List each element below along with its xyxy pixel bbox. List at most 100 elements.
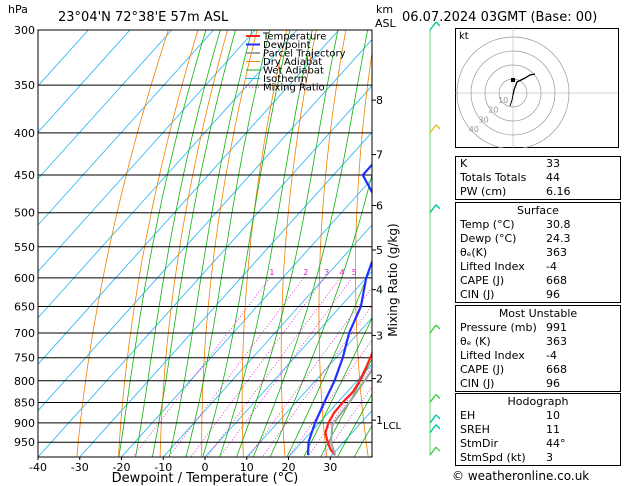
dry-adiabat-line [76,30,169,457]
legend-entry: Dry Adiabat [263,57,322,68]
km-tick-label: 6 [376,199,383,212]
location-title: 23°04'N 72°38'E 57m ASL [58,10,229,25]
isotherm-line [38,30,131,133]
mixing-ratio-line [261,304,372,457]
mixing-ratio-label: 1 [269,268,274,277]
km-tick-label: 4 [376,284,383,297]
isotherm-line [204,270,372,457]
km-tick-label: 8 [376,94,383,107]
hodograph-trace-lower [509,94,514,107]
legend-entry: Isotherm [263,74,307,85]
pressure-tick-label: 750 [14,352,35,365]
mixing-ratio-line [206,277,341,457]
hodograph-table-title: Hodograph [507,395,569,408]
mu-li-value: -4 [546,349,557,362]
isotherm-line [38,30,256,273]
stmspd-label: StmSpd (kt) [460,451,526,464]
pressure-tick-label: 350 [14,79,35,92]
km-tick-label: 1 [376,414,383,427]
hodograph-ring-label: 20 [488,106,498,115]
eh-label: EH [460,409,476,422]
x-tick-label: 10 [240,461,254,474]
pressure-tick-label: 800 [14,375,35,388]
isotherm-line [288,363,372,457]
mixing-ratio-label: 2 [303,268,308,277]
surface-thetae-label: θₑ(K) [460,246,488,259]
wind-barb-flag [435,21,441,27]
storm-motion-marker [511,78,515,82]
x-tick-label: -40 [29,461,47,474]
wet-adiabat-line [303,317,372,457]
pressure-tick-label: 500 [14,207,35,220]
isotherm-line [38,30,173,180]
surface-panel: Surface Temp (°C) 30.8 Dewp (°C) 24.3 θₑ(K… [455,202,621,303]
pressure-tick-label: 900 [14,417,35,430]
eh-value: 10 [546,409,560,422]
legend-entry: Dewpoint [263,40,311,51]
wet-adiabat-line [320,358,372,457]
dry-adiabat-line [159,30,228,457]
mixing-ratio-line [168,277,305,457]
pressure-tick-label: 600 [14,272,35,285]
x-tick-label: -20 [113,461,131,474]
footer-credit[interactable]: © weatheronline.co.uk [452,469,590,483]
wind-barb [429,446,437,456]
mixing-ratio-line [247,286,372,457]
wind-barb-flag [435,424,441,430]
x-axis-label: Dewpoint / Temperature (°C) [112,471,299,486]
isotherm-line [38,30,298,319]
pw-label: PW (cm) [460,185,507,198]
x-tick-label: 20 [282,461,296,474]
legend-entry: Mixing Ratio [263,83,325,94]
wet-adiabat-line [118,30,207,457]
x-tick-label: 30 [323,461,337,474]
wind-barb-flag [435,124,441,130]
hodograph-panel: Hodograph EH 10 SREH 11 StmDir 44° StmSpd (… [455,393,621,466]
indices-panel: K 33 Totals Totals 44 PW (cm) 6.16 [455,156,621,200]
k-value: 33 [546,157,560,170]
isotherm-line [121,178,372,457]
isotherm-line [38,85,372,457]
pressure-tick-label: 550 [14,241,35,254]
mixing-ratio-line [219,277,353,457]
km-tick-label: 5 [376,244,383,257]
stmspd-value: 3 [546,451,553,464]
surface-title: Surface [517,204,559,217]
dry-adiabat-line [280,30,317,457]
mixing-ratio-label: 20 [432,268,442,277]
isotherm-line [246,317,372,457]
dry-adiabat-line [241,30,288,457]
pressure-unit-label: hPa [8,3,28,16]
dry-adiabat-line [118,30,199,457]
wind-barb [429,324,437,334]
isotherm-line [38,30,214,226]
legend-entry: Wet Adiabat [263,66,324,77]
x-tick-label: 0 [202,461,209,474]
hodograph-ring-label: 30 [479,115,489,124]
surface-cape-label: CAPE (J) [460,274,505,287]
pressure-tick-label: 650 [14,301,35,314]
isotherm-line [38,38,372,412]
km-tick-label: 2 [376,373,383,386]
surface-thetae-value: 363 [546,246,567,259]
legend-entry: Parcel Trajectory [263,49,346,60]
wet-adiabat-line [185,30,271,457]
pressure-tick-label: 300 [14,24,35,37]
wind-barb-flag [435,446,441,452]
isotherm-line [79,131,372,457]
surface-dewp-label: Dewp (°C) [460,232,517,245]
pressure-tick-label: 700 [14,327,35,340]
wet-adiabat-line [151,30,236,457]
mixing-ratio-axis-label: Mixing Ratio (g/kg) [386,223,400,336]
hodograph-frame [455,28,619,148]
mixing-ratio-line [132,277,271,457]
hodograph-kt-label: kt [459,31,469,42]
stmdir-value: 44° [546,437,566,450]
height-unit-km: km [376,3,393,16]
mixing-ratio-label: 4 [340,268,345,277]
series-temperature [324,350,372,456]
wind-barb [429,21,437,31]
